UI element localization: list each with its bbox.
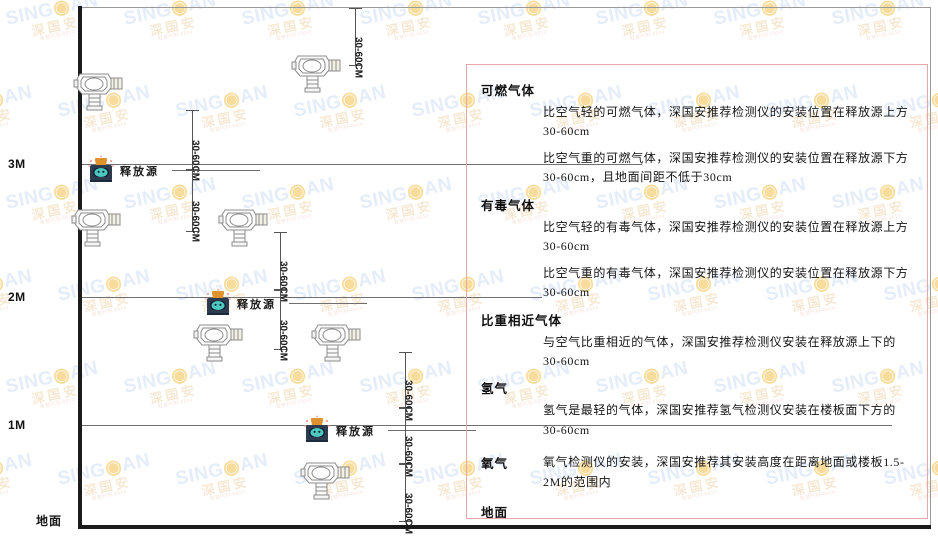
release-source: 释放源	[86, 155, 157, 190]
notes-paragraph: 比空气轻的可燃气体，深国安推荐检测仪的安装位置在释放源上方30-60cm	[543, 105, 909, 139]
gas-detector-icon	[68, 202, 126, 253]
gas-detector-icon	[215, 202, 273, 253]
gas-detector-icon	[288, 48, 346, 99]
dimension-marker: 30-60CM	[399, 464, 469, 534]
dimension-label: 30-60CM	[277, 320, 289, 362]
leader-line	[172, 170, 260, 171]
release-source-label: 释放源	[237, 299, 276, 311]
gas-detector-icon	[70, 66, 128, 117]
release-source-label: 释放源	[336, 426, 375, 438]
notes-paragraph: 与空气比重相近的气体，深国安推荐检测仪安装在释放源上下的30-60cm	[543, 334, 896, 368]
dimension-marker: 30-60CM	[399, 408, 469, 477]
notes-section-heading: 可燃气体	[481, 84, 536, 98]
frame-top-edge	[80, 7, 931, 8]
release-source: 释放源	[302, 415, 373, 450]
notes-paragraph: 比空气重的可燃气体，深国安推荐检测仪的安装位置在释放源下方30-60cm，且地面…	[543, 150, 909, 185]
gas-detector-icon	[308, 317, 366, 368]
release-source-label: 释放源	[120, 166, 159, 178]
notes-section-heading: 氧气	[481, 457, 509, 472]
notes-section: 氧气 氧气检测仪的安装，深国安推荐其安装高度在距离地面或楼板1.5-2M的范围内	[481, 447, 913, 496]
dimension-label: 30-60CM	[352, 37, 364, 79]
notes-section-heading: 比重相近气体	[481, 313, 563, 328]
leader-line	[289, 303, 367, 304]
leader-line	[388, 430, 476, 431]
notes-section: 可燃气体 比空气轻的可燃气体，深国安推荐检测仪的安装位置在释放源上方30-60cm…	[481, 80, 913, 188]
gas-installation-notes-panel: 可燃气体 比空气轻的可燃气体，深国安推荐检测仪的安装位置在释放源上方30-60cm…	[466, 64, 928, 519]
notes-section-heading: 氢气	[481, 382, 509, 397]
notes-section-heading: 有毒气体	[481, 198, 536, 213]
level-label-1m: 1M	[8, 418, 26, 432]
level-line	[82, 164, 642, 165]
dimension-marker: 30-60CM	[186, 170, 256, 242]
level-label-3m: 3M	[8, 157, 26, 171]
level-line	[82, 297, 542, 298]
notes-paragraph: 比空气轻的有毒气体，深国安推荐检测仪的安装位置在释放源上方30-60cm	[543, 219, 909, 254]
notes-paragraph: 氢气是最轻的气体，深国安推荐氢气检测仪安装在楼板面下方的30-60cm	[543, 403, 896, 437]
gas-detector-icon	[297, 455, 355, 506]
dimension-marker: 30-60CM	[274, 290, 344, 361]
notes-section: 氢气氢气是最轻的气体，深国安推荐氢气检测仪安装在楼板面下方的30-60cm	[481, 378, 913, 440]
dimension-marker: 30-60CM	[399, 352, 469, 421]
level-line	[82, 425, 892, 426]
gas-detector-icon	[190, 317, 248, 368]
dimension-marker: 30-60CM	[274, 232, 344, 302]
notes-paragraph: 氧气检测仪的安装，深国安推荐其安装高度在距离地面或楼板1.5-2M的范围内	[543, 455, 905, 489]
notes-section: 有毒气体 比空气轻的有毒气体，深国安推荐检测仪的安装位置在释放源上方30-60cm…	[481, 195, 913, 303]
release-source: 释放源	[203, 288, 274, 323]
notes-section-heading: 地面	[481, 506, 509, 519]
dimension-marker: 30-60CM	[349, 8, 419, 78]
ground-baseline	[78, 525, 931, 529]
frame-right-edge	[930, 7, 931, 526]
axis-vertical-line	[78, 6, 82, 529]
notes-section: 地面检测仪地面间距，深国安推荐在30-60cm，且不得小于30cm，因为过低容易…	[481, 502, 913, 519]
notes-paragraph: 比空气重的有毒气体，深国安推荐检测仪的安装位置在释放源下方30-60cm	[543, 265, 909, 300]
dimension-marker: 30-60CM	[186, 110, 256, 181]
ground-label: 地面	[36, 514, 63, 528]
dimension-label: 30-60CM	[189, 201, 201, 243]
notes-section: 比重相近气体与空气比重相近的气体，深国安推荐检测仪安装在释放源上下的30-60c…	[481, 310, 913, 372]
level-label-2m: 2M	[8, 290, 26, 304]
